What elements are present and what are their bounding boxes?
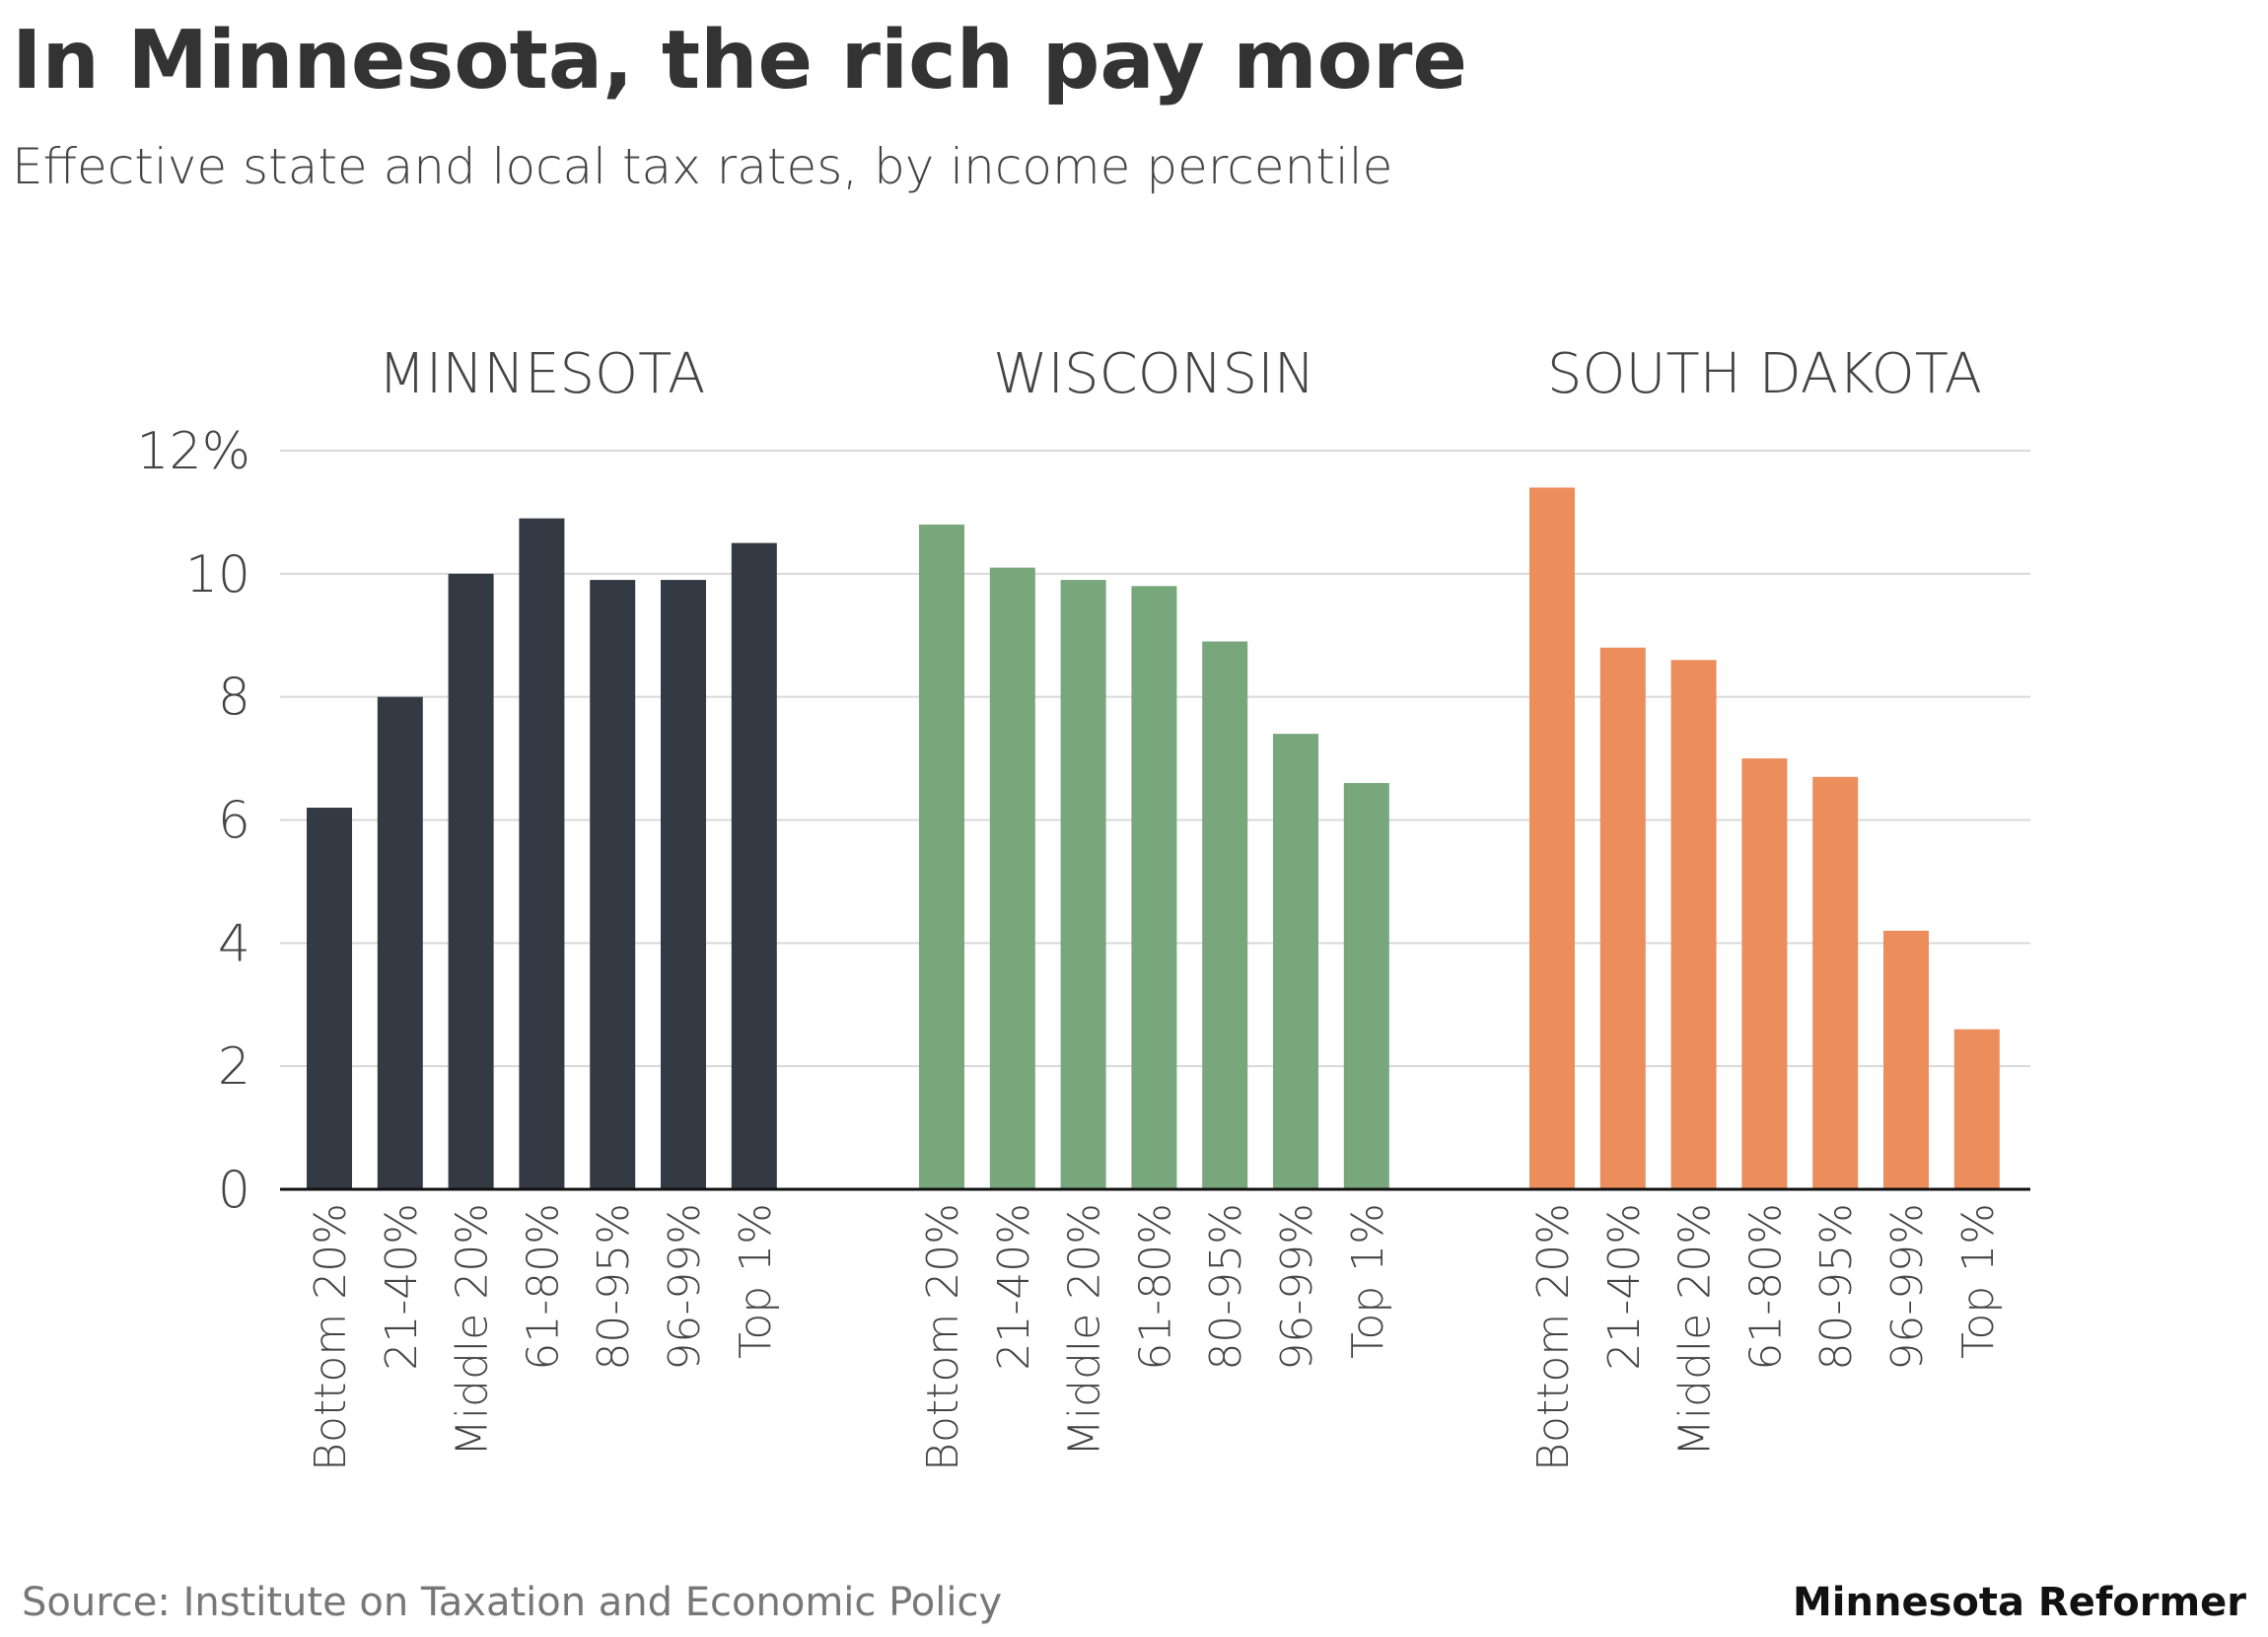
x-tick-label: 80-95% <box>589 1203 639 1371</box>
y-tick-label: 2 <box>218 1037 250 1097</box>
y-tick-label: 4 <box>218 914 250 973</box>
x-tick-label: Bottom 20% <box>306 1203 356 1471</box>
bar <box>1343 783 1389 1189</box>
bar <box>919 524 964 1189</box>
y-tick-label: 12% <box>136 422 250 481</box>
bar <box>1273 734 1318 1189</box>
bar <box>989 567 1035 1189</box>
panel-title: MINNESOTA <box>379 342 706 406</box>
brand-logo: Minnesota Reformer <box>1793 1580 2246 1625</box>
x-tick-label: 61-80% <box>1740 1203 1791 1371</box>
x-tick-label: Top 1% <box>1953 1203 2004 1359</box>
x-tick-label: 21-40% <box>377 1203 427 1371</box>
x-tick-label: Middle 20% <box>1670 1203 1721 1457</box>
bar <box>307 808 352 1189</box>
x-tick-label: Top 1% <box>731 1203 781 1359</box>
bar <box>519 518 565 1189</box>
x-tick-label: Bottom 20% <box>918 1203 968 1471</box>
y-tick-label: 0 <box>218 1161 250 1220</box>
bar <box>1060 580 1106 1189</box>
x-tick-label: Bottom 20% <box>1528 1203 1579 1471</box>
x-tick-label: 21-40% <box>1599 1203 1650 1371</box>
source-note: Source: Institute on Taxation and Econom… <box>22 1580 1003 1625</box>
x-tick-label: Middle 20% <box>448 1203 498 1457</box>
y-tick-label: 8 <box>218 669 250 728</box>
x-tick-label: 96-99% <box>1272 1203 1322 1371</box>
x-tick-label: Middle 20% <box>1060 1203 1110 1457</box>
bar <box>1741 758 1788 1189</box>
bar <box>590 580 636 1189</box>
y-tick-label: 6 <box>218 792 250 851</box>
bar <box>731 542 777 1189</box>
x-tick-label: 96-99% <box>660 1203 710 1371</box>
x-tick-label: 61-80% <box>518 1203 568 1371</box>
bar <box>1202 641 1248 1189</box>
x-tick-label: 80-95% <box>1201 1203 1251 1371</box>
bar <box>1131 586 1177 1189</box>
x-tick-label: 80-95% <box>1811 1203 1862 1371</box>
bar <box>1953 1029 2000 1189</box>
bar <box>1812 776 1859 1189</box>
x-tick-label: 21-40% <box>989 1203 1039 1371</box>
chart-subtitle: Effective state and local tax rates, by … <box>12 138 1393 195</box>
x-tick-label: 61-80% <box>1130 1203 1180 1371</box>
x-tick-label: 96-99% <box>1882 1203 1933 1371</box>
bar <box>377 696 423 1189</box>
bar <box>448 573 494 1189</box>
bar <box>1599 647 1646 1189</box>
panel-title: WISCONSIN <box>993 342 1314 406</box>
bar <box>1529 487 1575 1189</box>
bar <box>661 580 706 1189</box>
bar <box>1670 660 1717 1189</box>
y-tick-label: 10 <box>185 545 250 605</box>
x-tick-label: Top 1% <box>1343 1203 1393 1359</box>
chart-title: In Minnesota, the rich pay more <box>12 14 1468 107</box>
bar <box>1883 930 1929 1189</box>
panel-title: SOUTH DAKOTA <box>1547 342 1982 406</box>
